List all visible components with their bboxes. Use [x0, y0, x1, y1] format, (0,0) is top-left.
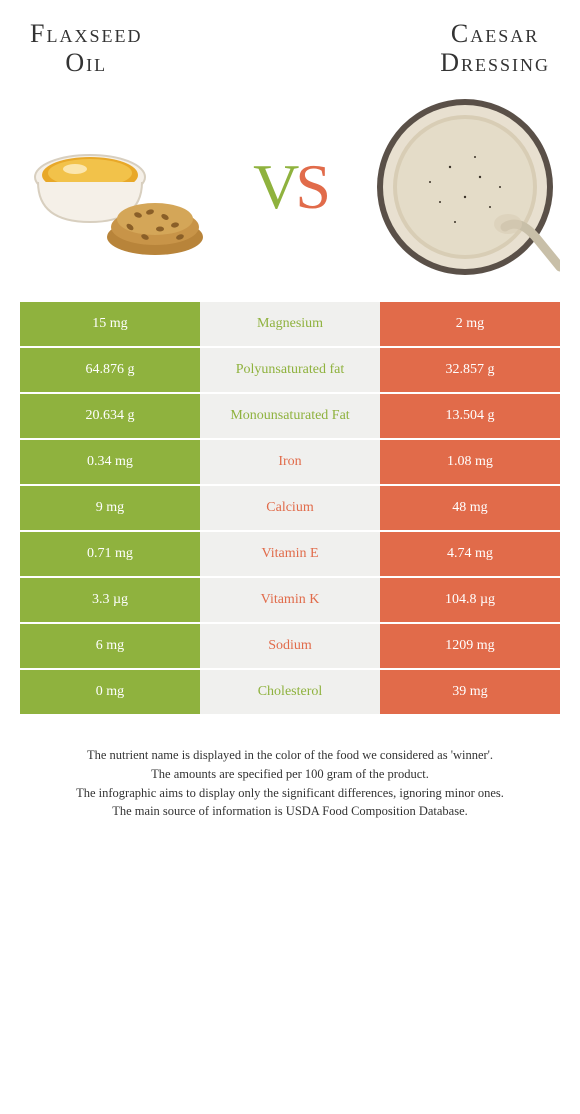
right-value: 1209 mg: [380, 624, 560, 668]
nutrient-label: Polyunsaturated fat: [200, 348, 380, 392]
oil-bowl-icon: [20, 97, 210, 277]
left-value: 6 mg: [20, 624, 200, 668]
nutrient-label: Sodium: [200, 624, 380, 668]
comparison-table: 15 mgMagnesium2 mg64.876 gPolyunsaturate…: [0, 302, 580, 716]
vs-label: VS: [253, 150, 327, 224]
note-line: The main source of information is USDA F…: [15, 802, 565, 821]
nutrient-label: Magnesium: [200, 302, 380, 346]
left-value: 0.34 mg: [20, 440, 200, 484]
right-value: 2 mg: [380, 302, 560, 346]
left-value: 15 mg: [20, 302, 200, 346]
title-line: Oil: [65, 48, 107, 77]
left-value: 20.634 g: [20, 394, 200, 438]
table-row: 9 mgCalcium48 mg: [20, 486, 560, 532]
images-row: VS: [0, 87, 580, 302]
nutrient-label: Vitamin K: [200, 578, 380, 622]
table-row: 0 mgCholesterol39 mg: [20, 670, 560, 716]
right-food-title: Caesar Dressing: [440, 20, 550, 77]
right-value: 39 mg: [380, 670, 560, 714]
left-value: 0.71 mg: [20, 532, 200, 576]
vs-s: S: [295, 151, 327, 222]
flaxseed-oil-image: [20, 97, 210, 277]
right-value: 13.504 g: [380, 394, 560, 438]
right-value: 32.857 g: [380, 348, 560, 392]
right-value: 104.8 µg: [380, 578, 560, 622]
nutrient-label: Cholesterol: [200, 670, 380, 714]
left-value: 0 mg: [20, 670, 200, 714]
header: Flaxseed Oil Caesar Dressing: [0, 0, 580, 87]
note-line: The infographic aims to display only the…: [15, 784, 565, 803]
vs-v: V: [253, 151, 295, 222]
right-value: 4.74 mg: [380, 532, 560, 576]
table-row: 0.34 mgIron1.08 mg: [20, 440, 560, 486]
nutrient-label: Vitamin E: [200, 532, 380, 576]
note-line: The nutrient name is displayed in the co…: [15, 746, 565, 765]
title-line: Caesar: [451, 19, 539, 48]
nutrient-label: Monounsaturated Fat: [200, 394, 380, 438]
left-value: 64.876 g: [20, 348, 200, 392]
footer-notes: The nutrient name is displayed in the co…: [0, 716, 580, 841]
nutrient-label: Iron: [200, 440, 380, 484]
table-row: 0.71 mgVitamin E4.74 mg: [20, 532, 560, 578]
table-row: 15 mgMagnesium2 mg: [20, 302, 560, 348]
title-line: Flaxseed: [30, 19, 142, 48]
left-value: 9 mg: [20, 486, 200, 530]
table-row: 6 mgSodium1209 mg: [20, 624, 560, 670]
title-line: Dressing: [440, 48, 550, 77]
table-row: 64.876 gPolyunsaturated fat32.857 g: [20, 348, 560, 394]
caesar-dressing-image: [370, 97, 560, 277]
right-value: 1.08 mg: [380, 440, 560, 484]
nutrient-label: Calcium: [200, 486, 380, 530]
left-value: 3.3 µg: [20, 578, 200, 622]
table-row: 3.3 µgVitamin K104.8 µg: [20, 578, 560, 624]
note-line: The amounts are specified per 100 gram o…: [15, 765, 565, 784]
table-row: 20.634 gMonounsaturated Fat13.504 g: [20, 394, 560, 440]
dressing-bowl-icon: [370, 92, 560, 282]
left-food-title: Flaxseed Oil: [30, 20, 142, 77]
right-value: 48 mg: [380, 486, 560, 530]
